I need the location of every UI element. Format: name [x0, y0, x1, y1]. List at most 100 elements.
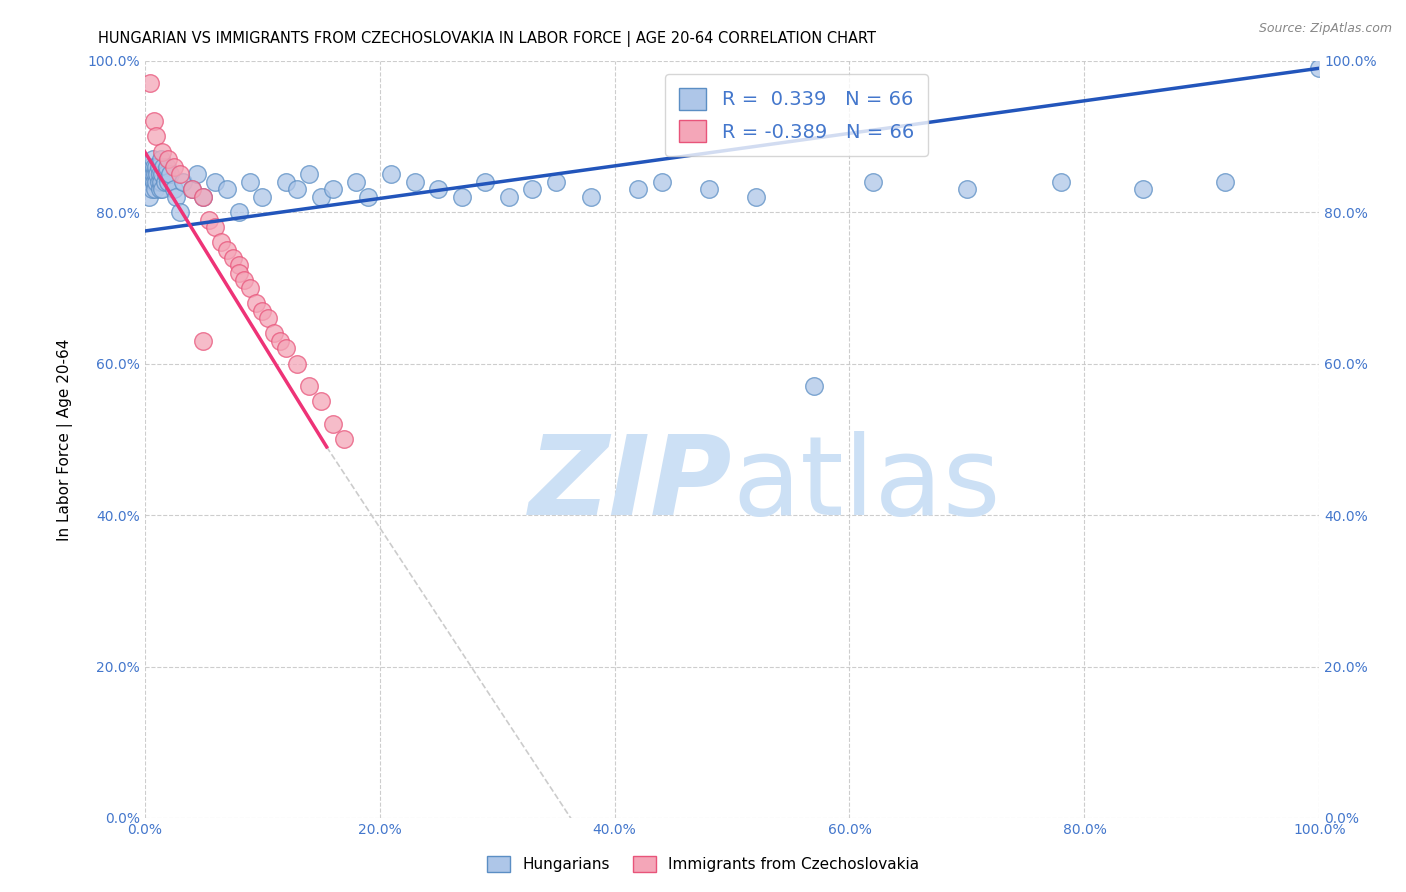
Point	[152, 160, 174, 174]
Point	[139, 160, 162, 174]
Text: HUNGARIAN VS IMMIGRANTS FROM CZECHOSLOVAKIA IN LABOR FORCE | AGE 20-64 CORRELATI: HUNGARIAN VS IMMIGRANTS FROM CZECHOSLOVA…	[98, 31, 876, 47]
Point	[228, 258, 250, 272]
Point	[427, 182, 450, 196]
Point	[215, 243, 238, 257]
Point	[148, 160, 170, 174]
Point	[193, 190, 215, 204]
Point	[150, 145, 173, 159]
Point	[138, 190, 160, 204]
Text: Source: ZipAtlas.com: Source: ZipAtlas.com	[1258, 22, 1392, 36]
Point	[344, 175, 367, 189]
Point	[1050, 175, 1073, 189]
Point	[143, 167, 166, 181]
Point	[204, 175, 226, 189]
Point	[157, 175, 180, 189]
Point	[333, 433, 356, 447]
Legend: Hungarians, Immigrants from Czechoslovakia: Hungarians, Immigrants from Czechoslovak…	[479, 848, 927, 880]
Point	[285, 357, 308, 371]
Point	[142, 160, 165, 174]
Point	[298, 167, 321, 181]
Point	[193, 334, 215, 348]
Point	[153, 175, 176, 189]
Point	[1308, 61, 1330, 75]
Point	[285, 182, 308, 196]
Point	[142, 167, 165, 181]
Point	[150, 175, 173, 189]
Point	[1215, 175, 1237, 189]
Point	[274, 175, 297, 189]
Point	[172, 175, 194, 189]
Point	[309, 394, 332, 409]
Point	[145, 129, 167, 144]
Point	[149, 167, 172, 181]
Point	[956, 182, 979, 196]
Point	[163, 182, 186, 196]
Point	[180, 182, 202, 196]
Point	[159, 167, 181, 181]
Point	[141, 182, 163, 196]
Point	[156, 160, 179, 174]
Point	[180, 182, 202, 196]
Point	[150, 167, 173, 181]
Point	[309, 190, 332, 204]
Y-axis label: In Labor Force | Age 20-64: In Labor Force | Age 20-64	[58, 338, 73, 541]
Point	[145, 160, 167, 174]
Text: atlas: atlas	[733, 431, 1001, 538]
Point	[239, 175, 262, 189]
Point	[143, 182, 166, 196]
Point	[163, 160, 186, 174]
Point	[169, 167, 191, 181]
Point	[165, 190, 187, 204]
Point	[186, 167, 208, 181]
Text: ZIP: ZIP	[529, 431, 733, 538]
Point	[228, 205, 250, 219]
Point	[149, 182, 172, 196]
Point	[198, 212, 221, 227]
Point	[579, 190, 602, 204]
Point	[274, 342, 297, 356]
Point	[245, 296, 267, 310]
Point	[139, 76, 162, 90]
Point	[322, 417, 344, 432]
Point	[142, 175, 165, 189]
Point	[697, 182, 720, 196]
Point	[474, 175, 496, 189]
Point	[157, 152, 180, 166]
Point	[404, 175, 426, 189]
Point	[263, 326, 285, 341]
Point	[155, 167, 177, 181]
Point	[862, 175, 884, 189]
Point	[544, 175, 567, 189]
Point	[269, 334, 291, 348]
Point	[146, 167, 169, 181]
Point	[142, 152, 165, 166]
Point	[250, 303, 273, 318]
Point	[148, 175, 170, 189]
Point	[322, 182, 344, 196]
Point	[257, 311, 280, 326]
Point	[380, 167, 402, 181]
Point	[298, 379, 321, 393]
Point	[650, 175, 672, 189]
Point	[744, 190, 766, 204]
Point	[627, 182, 650, 196]
Point	[169, 205, 191, 219]
Point	[204, 220, 226, 235]
Point	[522, 182, 544, 196]
Point	[136, 175, 159, 189]
Point	[233, 273, 256, 287]
Point	[250, 190, 273, 204]
Point	[150, 152, 173, 166]
Point	[221, 251, 243, 265]
Point	[803, 379, 825, 393]
Point	[450, 190, 472, 204]
Legend: R =  0.339   N = 66, R = -0.389   N = 66: R = 0.339 N = 66, R = -0.389 N = 66	[665, 74, 928, 156]
Point	[215, 182, 238, 196]
Point	[357, 190, 380, 204]
Point	[228, 266, 250, 280]
Point	[150, 182, 173, 196]
Point	[209, 235, 232, 250]
Point	[1132, 182, 1154, 196]
Point	[142, 114, 165, 128]
Point	[145, 175, 167, 189]
